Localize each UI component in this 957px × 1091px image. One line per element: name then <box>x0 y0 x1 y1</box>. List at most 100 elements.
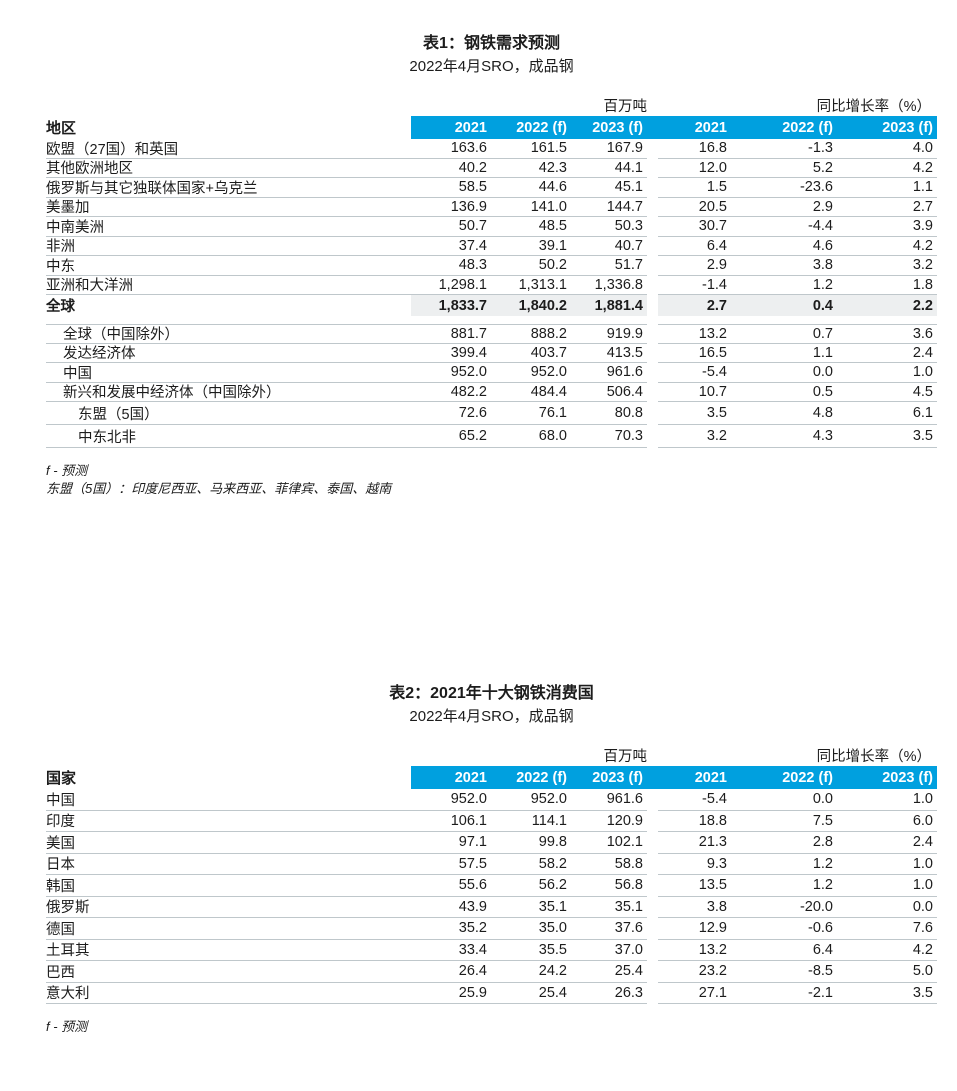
row-label: 全球 <box>46 299 75 315</box>
column-header-gap <box>647 116 658 139</box>
footnote-forecast: f - 预测 <box>46 1019 88 1034</box>
value-2022f-growth: -23.6 <box>799 179 833 196</box>
row-segment-tonnage: 发达经济体 399.4 403.7 413.5 <box>46 344 647 363</box>
column-header-2021-mt: 2021 <box>454 769 487 786</box>
table1-footnotes: f - 预测 东盟（5国）：印度尼西亚、马来西亚、菲律宾、泰国、越南 <box>46 462 937 498</box>
value-2022f-mt: 68.0 <box>538 428 567 444</box>
column-header-2023f-mt: 2023 (f) <box>592 119 643 136</box>
table-row: 中南美洲 50.7 48.5 50.3 30.7 -4.4 3.9 <box>46 217 937 237</box>
value-2021-growth: 12.9 <box>698 920 727 937</box>
table1-rows: 欧盟（27国）和英国 163.6 161.5 167.9 16.8 -1.3 4… <box>46 139 937 448</box>
row-label: 德国 <box>46 921 75 938</box>
footnote-asean: 东盟（5国）：印度尼西亚、马来西亚、菲律宾、泰国、越南 <box>46 481 392 496</box>
value-2022f-growth: 0.7 <box>812 325 833 342</box>
table-row: 中东 48.3 50.2 51.7 2.9 3.8 3.2 <box>46 256 937 276</box>
value-2021-growth: 27.1 <box>698 984 727 1001</box>
row-label: 意大利 <box>46 986 90 1003</box>
value-2021-mt: 58.5 <box>458 179 487 196</box>
row-segment-gap <box>647 217 658 237</box>
value-2021-growth: -1.4 <box>702 276 727 293</box>
table-row: 意大利 25.9 25.4 26.3 27.1 -2.1 3.5 <box>46 983 937 1004</box>
table2-rows: 中国 952.0 952.0 961.6 -5.4 0.0 1.0 印度 106 <box>46 789 937 1004</box>
value-2021-mt: 65.2 <box>458 428 487 444</box>
row-segment-tonnage: 中国 952.0 952.0 961.6 <box>46 363 647 383</box>
value-2023f-growth: 1.8 <box>912 276 933 293</box>
value-2023f-mt: 25.4 <box>614 963 643 980</box>
table-row: 亚洲和大洋洲 1,298.1 1,313.1 1,336.8 -1.4 1.2 … <box>46 276 937 295</box>
value-2021-growth: 16.8 <box>698 140 727 157</box>
value-2021-mt: 136.9 <box>450 198 487 215</box>
row-segment-gap <box>647 178 658 198</box>
table-row: 日本 57.5 58.2 58.8 9.3 1.2 1.0 <box>46 854 937 875</box>
row-segment-gap <box>647 897 658 919</box>
table-row: 俄罗斯 43.9 35.1 35.1 3.8 -20.0 0.0 <box>46 897 937 919</box>
value-2021-growth: 18.8 <box>698 812 727 829</box>
row-label: 韩国 <box>46 878 75 895</box>
row-segment-growth: 13.2 6.4 4.2 <box>658 940 937 961</box>
value-2021-mt: 26.4 <box>458 963 487 980</box>
row-segment-growth: 18.8 7.5 6.0 <box>658 811 937 832</box>
value-2022f-mt: 56.2 <box>538 877 567 894</box>
value-2022f-mt: 952.0 <box>530 364 567 381</box>
value-2023f-growth: 3.2 <box>912 257 933 274</box>
row-segment-tonnage: 俄罗斯与其它独联体国家+乌克兰 58.5 44.6 45.1 <box>46 178 647 198</box>
row-segment-gap <box>647 918 658 940</box>
value-2021-growth: 20.5 <box>698 198 727 215</box>
value-2022f-mt: 35.5 <box>538 941 567 958</box>
row-segment-growth: -1.4 1.2 1.8 <box>658 276 937 295</box>
row-segment-growth: 3.2 4.3 3.5 <box>658 425 937 448</box>
table-row: 美墨加 136.9 141.0 144.7 20.5 2.9 2.7 <box>46 198 937 218</box>
row-segment-growth: 2.7 0.4 2.2 <box>658 295 937 316</box>
value-2023f-growth: 1.0 <box>912 877 933 894</box>
value-2021-mt: 33.4 <box>458 941 487 958</box>
table-row: 非洲 37.4 39.1 40.7 6.4 4.6 4.2 <box>46 237 937 256</box>
table2-footnotes: f - 预测 <box>46 1018 937 1036</box>
table-row: 其他欧洲地区 40.2 42.3 44.1 12.0 5.2 4.2 <box>46 159 937 178</box>
footnote-forecast: f - 预测 <box>46 463 88 478</box>
row-segment-tonnage: 意大利 25.9 25.4 26.3 <box>46 983 647 1004</box>
value-2022f-mt: 35.1 <box>538 898 567 915</box>
row-label: 土耳其 <box>46 943 90 960</box>
value-2023f-mt: 961.6 <box>606 364 643 381</box>
table-row: 中东北非 65.2 68.0 70.3 3.2 4.3 3.5 <box>46 425 937 448</box>
value-2022f-mt: 76.1 <box>538 405 567 421</box>
column-header-bar: 2021 2022 (f) 2023 (f) 2021 2022 (f) 202… <box>411 116 937 139</box>
value-2021-growth: 1.5 <box>706 179 727 196</box>
row-segment-tonnage: 亚洲和大洋洲 1,298.1 1,313.1 1,336.8 <box>46 276 647 295</box>
column-header-2022f-growth: 2022 (f) <box>782 769 833 786</box>
value-2023f-growth: 2.4 <box>912 834 933 851</box>
row-segment-growth: 16.5 1.1 2.4 <box>658 344 937 363</box>
row-label: 中国 <box>46 792 75 809</box>
row-segment-tonnage: 中国 952.0 952.0 961.6 <box>46 789 647 811</box>
row-segment-tonnage: 新兴和发展中经济体（中国除外） 482.2 484.4 506.4 <box>46 383 647 402</box>
growth-group-header: 同比增长率（%） <box>816 749 931 765</box>
value-2021-mt: 50.7 <box>458 218 487 235</box>
row-label: 发达经济体 <box>63 346 136 363</box>
row-label: 美墨加 <box>46 200 90 217</box>
value-2022f-growth: 0.0 <box>812 364 833 381</box>
row-segment-tonnage: 中东 48.3 50.2 51.7 <box>46 256 647 276</box>
table-row: 欧盟（27国）和英国 163.6 161.5 167.9 16.8 -1.3 4… <box>46 139 937 159</box>
row-label: 非洲 <box>46 239 75 256</box>
value-2022f-mt: 1,840.2 <box>487 295 567 316</box>
row-label: 其他欧洲地区 <box>46 161 133 178</box>
value-2022f-growth: -4.4 <box>808 218 833 235</box>
value-2023f-mt: 961.6 <box>606 791 643 808</box>
value-2023f-growth: 1.1 <box>912 179 933 196</box>
row-segment-gap <box>647 198 658 218</box>
value-2023f-growth: 2.7 <box>912 198 933 215</box>
table-row: 新兴和发展中经济体（中国除外） 482.2 484.4 506.4 10.7 0… <box>46 383 937 402</box>
value-2021-growth: 9.3 <box>706 855 727 872</box>
row-segment-tonnage: 巴西 26.4 24.2 25.4 <box>46 961 647 983</box>
table-row: 发达经济体 399.4 403.7 413.5 16.5 1.1 2.4 <box>46 344 937 363</box>
row-segment-growth: 20.5 2.9 2.7 <box>658 198 937 217</box>
table2-group-header-row: 百万吨 同比增长率（%） <box>46 748 937 766</box>
row-segment-tonnage: 美国 97.1 99.8 102.1 <box>46 832 647 854</box>
value-2023f-mt: 120.9 <box>606 812 643 829</box>
row-segment-growth: 16.8 -1.3 4.0 <box>658 139 937 159</box>
value-2023f-mt: 1,336.8 <box>594 276 643 293</box>
value-2021-mt: 952.0 <box>450 364 487 381</box>
column-header-2023f-mt: 2023 (f) <box>592 769 643 786</box>
value-2023f-mt: 35.1 <box>614 898 643 915</box>
value-2021-growth: 6.4 <box>706 237 727 254</box>
